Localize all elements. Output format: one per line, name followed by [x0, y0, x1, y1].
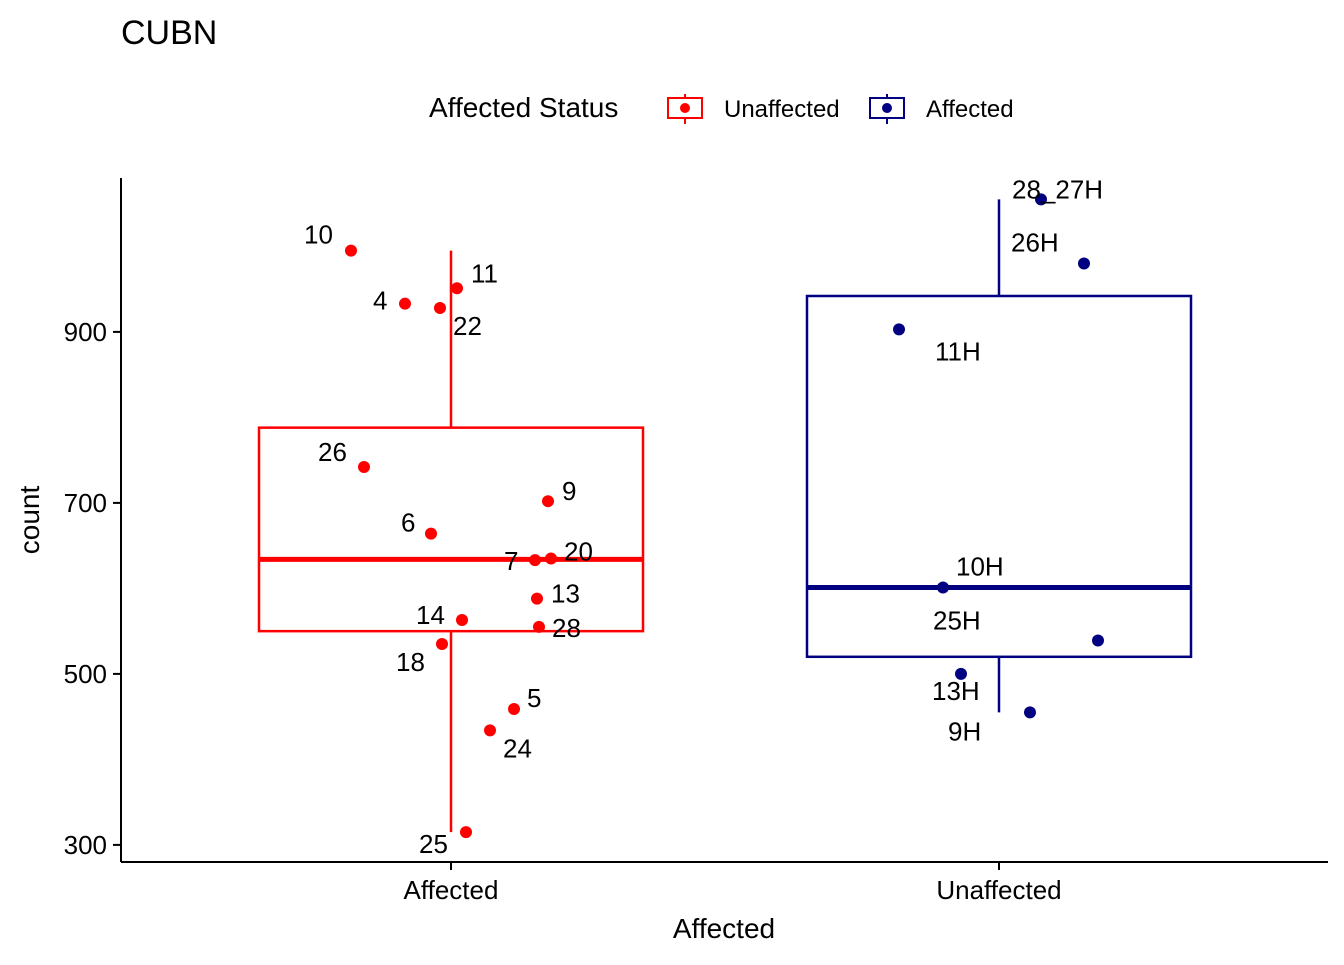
point-label: 25 — [419, 829, 448, 859]
data-point — [484, 724, 496, 737]
chart-title: CUBN — [121, 14, 217, 52]
point-label: 28 — [552, 613, 581, 643]
y-axis-title: count — [14, 486, 45, 555]
legend-key-affected — [869, 94, 905, 124]
point-label: 22 — [453, 311, 482, 341]
box-iqr — [257, 426, 645, 633]
data-point — [937, 581, 949, 594]
data-point — [358, 460, 370, 473]
axes: 300 500 700 900 Affected Unaffected Affected… — [14, 178, 1328, 944]
data-point — [451, 282, 463, 295]
point-label: 20 — [564, 536, 593, 566]
y-tick-label: 900 — [64, 317, 107, 347]
data-point — [456, 614, 468, 627]
data-point — [1078, 257, 1090, 270]
data-point — [508, 702, 520, 715]
data-point — [542, 495, 554, 508]
x-tick-label: Unaffected — [936, 875, 1061, 905]
point-label: 5 — [527, 683, 541, 713]
data-point — [1024, 706, 1036, 719]
data-point — [434, 301, 446, 314]
point-label: 13 — [551, 579, 580, 609]
point-label: 6 — [401, 508, 415, 538]
point-label: 18 — [396, 647, 425, 677]
data-point — [399, 297, 411, 310]
box-iqr — [805, 294, 1193, 659]
plot-area: 10 11 4 22 26 9 6 20 7 13 14 28 18 5 24 25 28_27H 26H 11H 1… — [257, 174, 1193, 859]
data-point — [545, 552, 557, 565]
point-label: 11 — [471, 258, 498, 288]
y-tick-label: 300 — [64, 830, 107, 860]
x-ticks: Affected Unaffected — [404, 862, 1062, 905]
point-label: 14 — [416, 600, 445, 630]
data-point — [533, 620, 545, 633]
y-ticks: 300 500 700 900 — [64, 317, 121, 860]
point-label: 9H — [948, 716, 981, 746]
legend-label-unaffected: Unaffected — [724, 96, 840, 123]
boxplot-unaffected: 10 11 4 22 26 9 6 20 7 13 14 28 18 5 24 25 — [257, 220, 645, 859]
legend-key-unaffected — [667, 94, 703, 124]
point-label: 9 — [562, 476, 576, 506]
data-point — [1035, 193, 1047, 206]
point-label: 24 — [503, 733, 532, 763]
point-label: 25H — [933, 606, 981, 636]
data-point — [345, 244, 357, 257]
x-tick-label: Affected — [404, 875, 499, 905]
point-label: 10 — [304, 220, 333, 250]
x-axis-title: Affected — [673, 913, 775, 944]
point-label: 10H — [956, 552, 1004, 582]
y-tick-label: 700 — [64, 488, 107, 518]
data-point — [531, 592, 543, 605]
point-label: 28_27H — [1012, 174, 1103, 204]
legend-label-affected: Affected — [926, 96, 1014, 123]
data-point — [529, 554, 541, 567]
legend-title: Affected Status — [429, 92, 618, 123]
point-label: 11H — [935, 336, 981, 366]
point-label: 26 — [318, 437, 347, 467]
data-point — [436, 637, 448, 650]
data-point — [893, 323, 905, 336]
point-label: 26H — [1011, 228, 1059, 258]
data-point — [1092, 634, 1104, 647]
point-label: 13H — [932, 676, 980, 706]
y-tick-label: 500 — [64, 659, 107, 689]
data-point — [460, 826, 472, 839]
point-label: 7 — [504, 546, 518, 576]
legend: Affected Status Unaffected Affected — [429, 92, 1014, 124]
data-point — [955, 667, 967, 680]
data-point — [425, 527, 437, 540]
boxplot-affected: 28_27H 26H 11H 10H 25H 13H 9H — [805, 174, 1193, 746]
point-label: 4 — [373, 286, 387, 316]
